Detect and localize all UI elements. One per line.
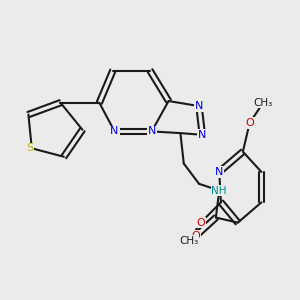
Text: O: O — [196, 218, 205, 228]
Text: S: S — [26, 143, 34, 153]
Text: CH₃: CH₃ — [179, 236, 199, 246]
Text: N: N — [215, 167, 224, 177]
Text: N: N — [148, 126, 156, 136]
Text: O: O — [191, 231, 200, 241]
Text: N: N — [110, 126, 119, 136]
Text: O: O — [245, 118, 254, 128]
Text: NH: NH — [212, 185, 227, 196]
Text: CH₃: CH₃ — [254, 98, 273, 108]
Text: N: N — [195, 101, 203, 111]
Text: N: N — [198, 130, 206, 140]
